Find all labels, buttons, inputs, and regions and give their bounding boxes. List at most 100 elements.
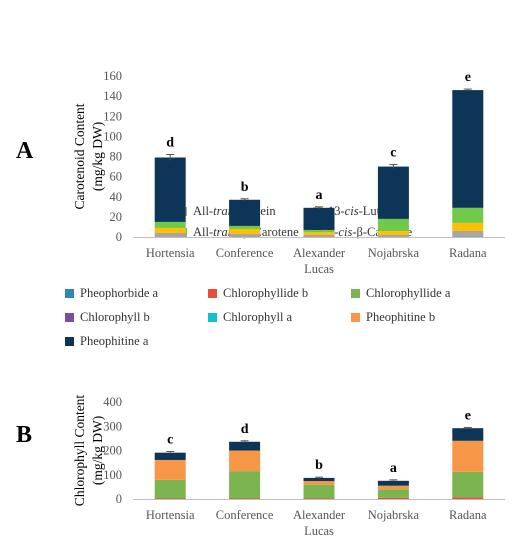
bars: c d b a e [154, 408, 484, 499]
error-bar [389, 164, 398, 169]
bar-segment [452, 471, 484, 498]
legend-swatch [65, 313, 74, 322]
bar-segment [229, 228, 261, 234]
x-tick-label: Radana [449, 508, 487, 522]
bar-segment [377, 480, 409, 486]
chart-panel-b: B Pheophorbide a Chlorophyllide b Chlorophy… [16, 286, 505, 538]
bar-segment [452, 230, 484, 237]
y-tick-label: 0 [116, 492, 122, 506]
y-tick-label: 100 [103, 468, 122, 482]
x-tick-label: Nojabrska [368, 246, 420, 260]
y-axis-title: Carotenoid Content (mg/kg DW) [72, 103, 105, 209]
panel-label: B [16, 422, 32, 448]
bar-segment [377, 218, 409, 231]
bar-segment [229, 199, 261, 226]
significance-letter: b [315, 458, 323, 473]
bar-segment [377, 489, 409, 498]
legend-label: Chlorophyllide b [223, 286, 308, 300]
bar-segment [303, 231, 335, 235]
bar-segment [154, 232, 186, 237]
legend-item: Pheophitine b [351, 310, 435, 324]
y-axis: 0 100 200 300 400 [103, 395, 122, 506]
bar-segment [377, 497, 409, 499]
y-tick-label: 400 [103, 395, 122, 409]
bar-segment [154, 221, 186, 228]
error-bar [389, 479, 398, 482]
bar-segment [452, 207, 484, 223]
x-tick-label: Lucas [304, 524, 334, 538]
bar-segment [452, 90, 484, 208]
y-tick-label: 60 [110, 170, 123, 184]
y-tick-label: 100 [103, 129, 122, 143]
legend-item: Chlorophyll b [65, 310, 150, 324]
bar-segment [452, 428, 484, 441]
y-tick-label: 40 [110, 190, 123, 204]
y-tick-label: 300 [103, 419, 122, 433]
legend-item: Chlorophyllide b [208, 286, 308, 300]
significance-letter: a [316, 188, 323, 203]
bar-segment [452, 440, 484, 472]
error-bar [166, 450, 175, 454]
legend-label: Pheophorbide a [80, 286, 159, 300]
significance-letter: c [390, 146, 396, 161]
y-tick-label: 120 [103, 109, 122, 123]
legend-swatch [208, 313, 217, 322]
y-tick-label: 80 [110, 150, 123, 164]
x-tick-label: Nojabrska [368, 508, 420, 522]
y-axis-title-line: (mg/kg DW) [90, 122, 105, 191]
legend-swatch [351, 289, 360, 298]
bar-segment [452, 222, 484, 231]
bar-segment [154, 459, 186, 480]
bar-segment [154, 227, 186, 233]
chart-panel-a: A All-trans-Lutein13-cis-LuteinAll-trans-… [16, 69, 505, 276]
y-tick-label: 20 [110, 210, 123, 224]
bar-segment [377, 166, 409, 219]
panel-label: A [16, 138, 34, 164]
x-tick-label: Hortensia [146, 508, 195, 522]
y-axis: 0 20 40 60 80 100 120 140 160 [103, 69, 122, 244]
x-tick-label: Lucas [304, 262, 334, 276]
bar-segment [303, 481, 335, 485]
bar-segment [154, 157, 186, 222]
y-axis-title: Chlorophyll Content (mg/kg DW) [72, 395, 105, 507]
error-bar [463, 88, 472, 92]
significance-letter: e [465, 408, 471, 423]
legend-item: Pheophorbide a [65, 286, 159, 300]
bar-segment [303, 477, 335, 482]
bar-segment [377, 230, 409, 235]
error-bar [463, 426, 472, 429]
legend-item: Pheophitine a [65, 334, 149, 348]
bar-segment [154, 452, 186, 460]
y-tick-label: 0 [116, 230, 122, 244]
x-tick-label: Alexander [293, 246, 346, 260]
y-tick-label: 140 [103, 89, 122, 103]
legend: Pheophorbide a Chlorophyllide b Chlorophyl… [65, 286, 451, 348]
bars: d b a c e [154, 70, 484, 237]
error-bar [315, 476, 323, 479]
x-tick-label: Conference [216, 246, 274, 260]
legend-label: Chlorophyllide a [366, 286, 451, 300]
bar-segment [303, 207, 335, 230]
x-tick-label: Hortensia [146, 246, 195, 260]
bar-segment [303, 229, 335, 232]
legend-swatch [65, 337, 74, 346]
bar-segment [229, 471, 261, 499]
bar-segment [377, 485, 409, 490]
legend-swatch [65, 289, 74, 298]
y-tick-label: 200 [103, 444, 122, 458]
bar-segment [229, 225, 261, 229]
x-tick-label: Radana [449, 246, 487, 260]
significance-letter: d [241, 422, 249, 437]
y-tick-label: 160 [103, 69, 122, 83]
bar-segment [303, 484, 335, 499]
legend-label: Pheophitine a [80, 334, 149, 348]
legend-item: Chlorophyll a [208, 310, 293, 324]
error-bar [240, 198, 249, 201]
bar-segment [229, 450, 261, 472]
x-tick-label: Conference [216, 508, 274, 522]
bar-segment [154, 479, 186, 499]
y-axis-title-line: Carotenoid Content [72, 103, 87, 209]
y-axis-title-line: (mg/kg DW) [90, 416, 105, 485]
legend-label: Pheophitine b [366, 310, 435, 324]
